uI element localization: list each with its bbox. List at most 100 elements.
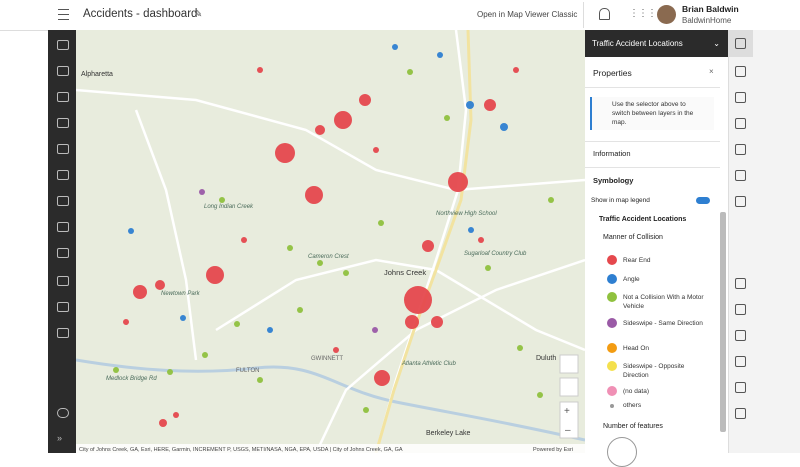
tool-filter[interactable]: [735, 92, 746, 103]
app-title: Accidents - dashboard: [83, 8, 198, 20]
map[interactable]: Alpharetta Johns Creek Duluth Berkeley L…: [75, 29, 586, 454]
place-label: FULTON: [236, 368, 259, 374]
place-label: Alpharetta: [81, 71, 113, 78]
notifications[interactable]: [599, 8, 610, 20]
information-section[interactable]: Information: [593, 149, 631, 158]
place-label: Johns Creek: [384, 268, 426, 277]
tool-time[interactable]: [735, 408, 746, 419]
edit-icon[interactable]: ✎: [194, 9, 203, 20]
legend-title: Traffic Accident Locations: [599, 216, 687, 223]
tool-location[interactable]: [735, 356, 746, 367]
river: [75, 358, 586, 442]
attribution: City of Johns Creek, GA, Esri, HERE, Gar…: [79, 447, 403, 453]
field-name: Manner of Collision: [603, 234, 663, 241]
tool-directions[interactable]: [735, 330, 746, 341]
tool-styles[interactable]: [735, 66, 746, 77]
zoom-control[interactable]: [559, 401, 579, 439]
tool-basemap[interactable]: [57, 118, 69, 128]
tool-sketch[interactable]: [735, 382, 746, 393]
home-button[interactable]: [559, 377, 579, 397]
tool-legend[interactable]: [57, 170, 69, 180]
legend-toggle[interactable]: [696, 197, 710, 204]
tip-text: Use the selector above to switch between…: [612, 101, 694, 126]
tool-labels[interactable]: [735, 170, 746, 181]
tip-box: Use the selector above to switch between…: [590, 97, 714, 130]
separator: [585, 87, 720, 88]
active-tool: [729, 30, 753, 57]
tool-info[interactable]: [57, 408, 69, 418]
place-label: Newtown Park: [161, 291, 201, 297]
place-label: Sugarloaf Country Club: [464, 251, 527, 257]
tool-sketch[interactable]: [57, 302, 69, 312]
avatar[interactable]: [657, 5, 676, 24]
menu-bar: [58, 13, 69, 15]
divider: [583, 2, 584, 28]
user-name: Brian Baldwin: [682, 4, 739, 14]
place-label: Berkeley Lake: [426, 430, 470, 437]
separator: [585, 141, 720, 142]
panel-heading: Properties: [593, 68, 632, 78]
tool-print[interactable]: [57, 222, 69, 232]
legend-swatch: [610, 404, 614, 408]
tool-effects[interactable]: [735, 118, 746, 129]
place-label: GWINNETT: [311, 356, 343, 362]
top-bar: Accidents - dashboard ✎ Open in Map View…: [0, 0, 800, 31]
place-label: Long Indian Creek: [204, 204, 254, 210]
tool-layers[interactable]: [57, 66, 69, 76]
attribution-bar: [76, 444, 585, 453]
tool-charts[interactable]: [57, 144, 69, 154]
apps-launcher[interactable]: ⋮⋮⋮: [629, 8, 657, 19]
powered-by: Powered by Esri: [533, 447, 573, 453]
legend-label: Rear End: [623, 257, 651, 264]
tool-properties[interactable]: [735, 38, 746, 49]
place-label: Duluth: [536, 355, 556, 362]
tool-add[interactable]: [57, 40, 69, 50]
legend-swatch: [607, 274, 617, 284]
tool-pop-ups[interactable]: [735, 144, 746, 155]
tool-fields[interactable]: [735, 196, 746, 207]
place-label: Medlock Bridge Rd: [106, 376, 157, 382]
symbology-section[interactable]: Symbology: [593, 176, 634, 185]
layer-name: Traffic Accident Locations: [592, 39, 683, 48]
legend-label: Sideswipe - Opposite Direction: [623, 363, 685, 379]
left-toolbar: »: [48, 30, 76, 453]
place-label: Northview High School: [436, 211, 497, 217]
expand-button[interactable]: »: [57, 433, 63, 443]
legend-swatch: [607, 255, 617, 265]
show-legend-label: Show in map legend: [591, 197, 650, 204]
legend-label: (no data): [623, 388, 650, 395]
legend-swatch: [607, 318, 617, 328]
legend-swatch: [607, 361, 617, 371]
tool-share[interactable]: [57, 276, 69, 286]
legend-label: Head On: [623, 345, 650, 352]
tool-measure[interactable]: [735, 304, 746, 315]
open-classic-link[interactable]: Open in Map Viewer Classic: [477, 10, 578, 19]
tool-settings[interactable]: [57, 248, 69, 258]
legend-swatch: [607, 292, 617, 302]
screenshot-button[interactable]: [559, 354, 579, 374]
user-org: BaldwinHome: [682, 16, 732, 25]
zoom-out[interactable]: –: [565, 425, 571, 436]
tool-search[interactable]: [735, 278, 746, 289]
map-canvas: Alpharetta Johns Creek Duluth Berkeley L…: [75, 29, 586, 454]
size-title: Number of features: [603, 423, 663, 430]
legend-label: Not a Collision With a Motor Vehicle: [623, 294, 704, 310]
legend-swatch: [607, 386, 617, 396]
scrollbar[interactable]: [720, 212, 726, 432]
zoom-in[interactable]: +: [564, 406, 570, 417]
tool-media[interactable]: [57, 328, 69, 338]
tool-tables[interactable]: [57, 92, 69, 102]
legend-swatch: [607, 343, 617, 353]
chevron: ⌄: [713, 39, 720, 48]
separator: [585, 167, 720, 168]
close-button[interactable]: ×: [709, 67, 714, 76]
menu-button[interactable]: [58, 9, 69, 20]
legend-label: Sideswipe - Same Direction: [623, 320, 703, 327]
tool-bookmarks[interactable]: [57, 196, 69, 206]
map-labels: Alpharetta Johns Creek Duluth Berkeley L…: [81, 71, 556, 437]
accident-points: [113, 44, 554, 427]
size-symbol: [607, 437, 637, 467]
highway: [374, 29, 473, 454]
layer-selector[interactable]: Traffic Accident Locations ⌄: [585, 30, 728, 57]
